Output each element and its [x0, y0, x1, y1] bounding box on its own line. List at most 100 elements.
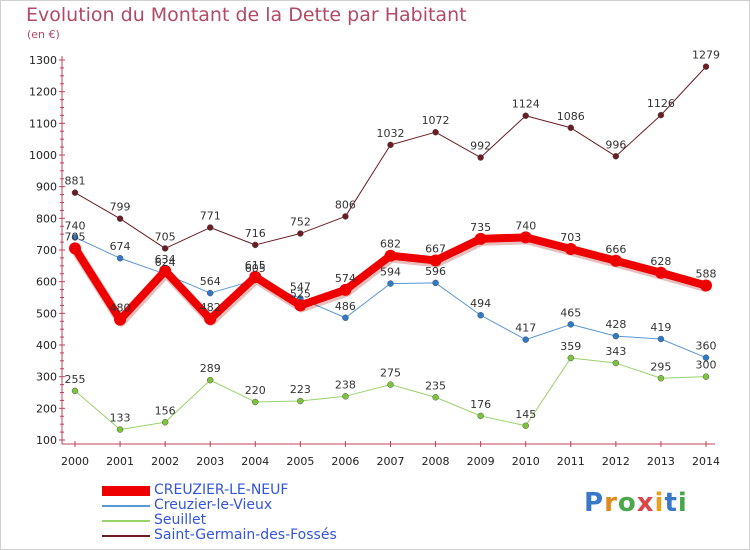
data-point: [161, 419, 169, 426]
data-point: [252, 398, 259, 406]
logo-letter: x: [636, 488, 655, 518]
data-point: [657, 111, 665, 119]
data-label: 156: [155, 404, 176, 417]
data-point: [71, 234, 79, 241]
data-point: [206, 224, 214, 231]
logo-letter: i: [654, 488, 665, 518]
legend-swatch: [102, 486, 150, 496]
data-label: 564: [200, 275, 221, 288]
data-point: [432, 394, 439, 401]
data-label: 482: [200, 301, 221, 314]
data-label: 574: [335, 272, 356, 285]
x-tick-label: 2004: [241, 455, 269, 468]
data-label: 594: [380, 266, 401, 279]
data-label: 359: [560, 340, 581, 353]
legend-swatch: [102, 535, 150, 537]
data-label: 300: [696, 359, 717, 372]
data-label: 289: [200, 362, 221, 375]
data-point: [567, 354, 575, 362]
logo-letter: o: [617, 488, 637, 518]
data-point: [702, 63, 710, 70]
data-label: 223: [290, 383, 311, 396]
x-tick-label: 2012: [602, 455, 630, 468]
data-label: 735: [470, 221, 491, 234]
data-label: 605: [245, 262, 266, 275]
data-point: [702, 373, 710, 380]
data-label: 596: [425, 265, 446, 278]
data-label: 275: [380, 367, 401, 380]
y-tick-label: 1300: [29, 54, 57, 67]
data-point: [654, 266, 667, 279]
data-point: [387, 381, 394, 388]
legend-label: Creuzier-le-Vieux: [154, 497, 273, 513]
data-label: 716: [245, 227, 266, 240]
y-tick-label: 500: [36, 307, 57, 320]
data-point: [297, 397, 304, 405]
series-line-saint-germain-des-foss-s: [74, 66, 707, 249]
data-point: [477, 311, 484, 319]
data-point: [206, 376, 214, 384]
data-label: 343: [605, 345, 626, 358]
data-point: [116, 215, 124, 222]
x-tick-label: 2008: [422, 455, 450, 468]
data-label: 547: [290, 280, 311, 293]
data-label: 525: [290, 287, 311, 300]
data-point: [297, 230, 304, 237]
data-point: [564, 243, 577, 256]
data-point: [342, 393, 349, 400]
data-point: [206, 289, 214, 297]
logo-letter: P: [584, 488, 605, 518]
data-point: [522, 422, 529, 429]
data-label: 1086: [557, 110, 585, 123]
y-tick-label: 800: [36, 212, 57, 225]
x-tick-label: 2011: [557, 455, 585, 468]
data-label: 1032: [377, 127, 405, 140]
data-point: [114, 313, 127, 326]
data-label: 666: [605, 243, 626, 256]
data-point: [249, 270, 262, 283]
data-label: 996: [605, 138, 626, 151]
y-tick-label: 700: [36, 244, 57, 257]
data-label: 752: [290, 216, 311, 229]
logo-letter: i: [677, 488, 688, 518]
data-point: [387, 141, 394, 149]
data-label: 1126: [647, 97, 675, 110]
data-point: [116, 426, 124, 433]
data-point: [432, 128, 439, 136]
x-tick-label: 2001: [106, 455, 134, 468]
data-label: 295: [650, 360, 671, 373]
data-point: [567, 321, 575, 328]
data-point: [432, 279, 439, 287]
y-tick-label: 200: [36, 402, 57, 415]
data-label: 588: [696, 267, 717, 280]
proxiti-logo: Proxiti: [584, 488, 688, 518]
data-point: [612, 359, 620, 367]
data-point: [429, 254, 442, 267]
data-point: [69, 242, 81, 255]
data-point: [161, 245, 169, 252]
data-label: 1124: [512, 98, 540, 111]
data-point: [384, 249, 397, 262]
data-point: [700, 279, 712, 292]
data-label: 740: [65, 219, 86, 232]
data-point: [71, 189, 79, 196]
chart-unit-label: (en €): [27, 28, 60, 41]
data-label: 428: [605, 318, 626, 331]
data-point: [477, 412, 484, 420]
legend-swatch: [102, 520, 150, 522]
data-point: [609, 254, 622, 267]
data-label: 992: [470, 140, 491, 153]
x-tick-label: 2014: [692, 455, 720, 468]
data-label: 799: [110, 201, 131, 214]
data-point: [657, 375, 665, 382]
data-point: [657, 335, 665, 343]
legend-label: Seuillet: [154, 512, 207, 528]
y-tick-label: 300: [36, 371, 57, 384]
data-label: 771: [200, 210, 221, 223]
y-tick-label: 1200: [29, 86, 57, 99]
data-label: 667: [425, 242, 446, 255]
data-point: [519, 231, 532, 244]
legend-swatch: [102, 505, 150, 507]
